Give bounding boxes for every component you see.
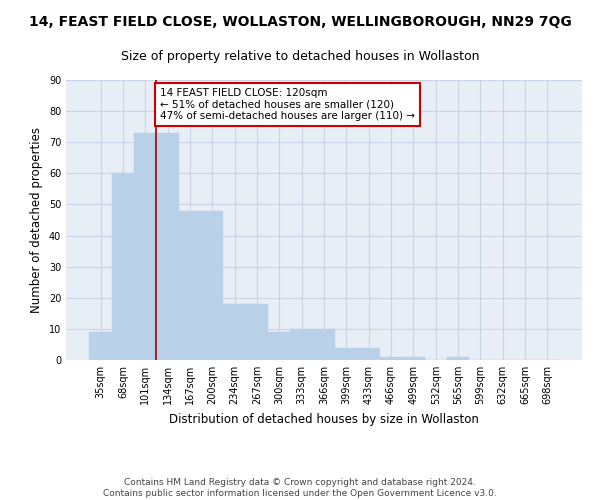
Bar (358, 348, 380, 360)
Bar (179, 210, 201, 360)
Text: Contains HM Land Registry data © Crown copyright and database right 2024.
Contai: Contains HM Land Registry data © Crown c… (103, 478, 497, 498)
Bar (380, 357, 402, 360)
Bar (157, 133, 179, 360)
Text: 14 FEAST FIELD CLOSE: 120sqm
← 51% of detached houses are smaller (120)
47% of s: 14 FEAST FIELD CLOSE: 120sqm ← 51% of de… (160, 88, 415, 121)
Text: Size of property relative to detached houses in Wollaston: Size of property relative to detached ho… (121, 50, 479, 63)
Bar (201, 210, 223, 360)
Bar (134, 133, 157, 360)
Text: 14, FEAST FIELD CLOSE, WOLLASTON, WELLINGBOROUGH, NN29 7QG: 14, FEAST FIELD CLOSE, WOLLASTON, WELLIN… (29, 15, 571, 29)
Bar (268, 332, 290, 360)
Bar (89, 332, 112, 360)
Bar (112, 174, 134, 360)
Bar (290, 329, 313, 360)
Bar (335, 348, 358, 360)
Bar (223, 304, 246, 360)
Bar (447, 357, 469, 360)
Y-axis label: Number of detached properties: Number of detached properties (30, 127, 43, 313)
X-axis label: Distribution of detached houses by size in Wollaston: Distribution of detached houses by size … (169, 412, 479, 426)
Bar (313, 329, 335, 360)
Bar (246, 304, 268, 360)
Bar (402, 357, 425, 360)
